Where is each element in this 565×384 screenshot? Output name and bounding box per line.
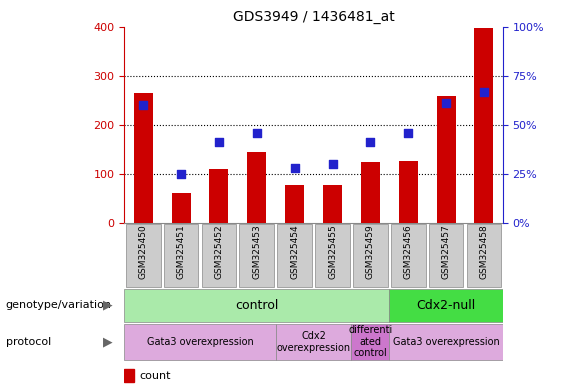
Bar <box>134 93 153 223</box>
Point <box>252 129 261 136</box>
Text: GSM325453: GSM325453 <box>253 224 261 279</box>
Point <box>403 129 412 136</box>
Text: differenti
ated
control: differenti ated control <box>348 325 393 358</box>
Point <box>328 161 337 167</box>
FancyBboxPatch shape <box>277 224 312 287</box>
Point <box>139 102 148 108</box>
Text: ▶: ▶ <box>103 299 113 312</box>
FancyBboxPatch shape <box>240 224 274 287</box>
Title: GDS3949 / 1436481_at: GDS3949 / 1436481_at <box>233 10 394 25</box>
Bar <box>323 185 342 223</box>
Bar <box>210 169 228 223</box>
FancyBboxPatch shape <box>391 224 425 287</box>
Text: GSM325455: GSM325455 <box>328 224 337 279</box>
Text: count: count <box>140 371 171 381</box>
FancyBboxPatch shape <box>126 224 160 287</box>
Point <box>479 88 488 94</box>
FancyBboxPatch shape <box>276 324 351 360</box>
Text: GSM325451: GSM325451 <box>177 224 185 279</box>
Text: GSM325459: GSM325459 <box>366 224 375 279</box>
Bar <box>247 152 266 223</box>
Text: GSM325457: GSM325457 <box>442 224 450 279</box>
FancyBboxPatch shape <box>351 324 389 360</box>
Bar <box>437 96 455 223</box>
Bar <box>285 185 304 223</box>
FancyBboxPatch shape <box>389 324 503 360</box>
Bar <box>399 161 418 223</box>
FancyBboxPatch shape <box>124 324 276 360</box>
Point <box>215 139 224 146</box>
Text: genotype/variation: genotype/variation <box>6 300 112 310</box>
Text: GSM325452: GSM325452 <box>215 224 223 279</box>
Text: ▶: ▶ <box>103 335 113 348</box>
Bar <box>361 162 380 223</box>
Text: protocol: protocol <box>6 337 51 347</box>
Point <box>176 170 185 177</box>
FancyBboxPatch shape <box>164 224 198 287</box>
Bar <box>124 369 134 382</box>
Text: Gata3 overexpression: Gata3 overexpression <box>393 337 499 347</box>
Text: Gata3 overexpression: Gata3 overexpression <box>147 337 253 347</box>
FancyBboxPatch shape <box>353 224 388 287</box>
FancyBboxPatch shape <box>202 224 236 287</box>
Bar <box>475 28 493 223</box>
Text: GSM325458: GSM325458 <box>480 224 488 279</box>
Text: Cdx2
overexpression: Cdx2 overexpression <box>276 331 351 353</box>
Point <box>290 165 299 171</box>
Text: GSM325454: GSM325454 <box>290 224 299 279</box>
Bar <box>172 194 190 223</box>
Text: GSM325450: GSM325450 <box>139 224 147 279</box>
FancyBboxPatch shape <box>429 224 463 287</box>
FancyBboxPatch shape <box>467 224 501 287</box>
Text: Cdx2-null: Cdx2-null <box>416 299 476 312</box>
Text: GSM325456: GSM325456 <box>404 224 412 279</box>
FancyBboxPatch shape <box>315 224 350 287</box>
Point <box>442 100 451 106</box>
Text: control: control <box>235 299 279 312</box>
FancyBboxPatch shape <box>389 289 503 321</box>
Point <box>366 139 375 146</box>
FancyBboxPatch shape <box>124 289 389 321</box>
